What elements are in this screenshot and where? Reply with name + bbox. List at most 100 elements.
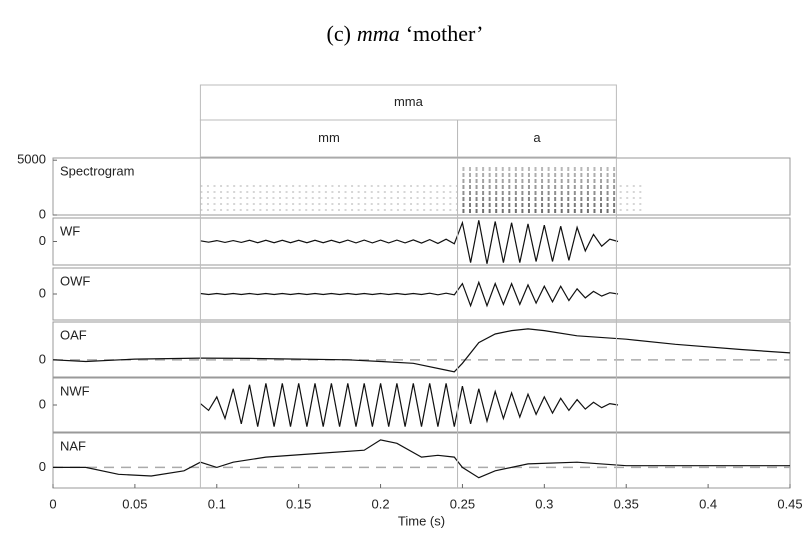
- spectrogram-texture: [482, 191, 485, 195]
- spectrogram-texture: [324, 191, 327, 193]
- panel-frame: [52, 217, 791, 266]
- spectrogram-texture: [311, 203, 314, 205]
- spectrogram-texture: [488, 179, 491, 183]
- spectrogram-texture: [206, 203, 209, 205]
- spectrogram-texture: [508, 173, 511, 177]
- spectrogram-texture: [331, 197, 334, 199]
- spectrogram-texture: [318, 209, 321, 211]
- spectrogram-texture: [429, 203, 432, 205]
- spectrogram-texture: [423, 197, 426, 199]
- spectrogram-texture: [462, 197, 465, 201]
- spectrogram-texture: [475, 203, 478, 207]
- spectrogram-texture: [272, 185, 275, 187]
- spectrogram-texture: [377, 197, 380, 199]
- spectrogram-texture: [593, 209, 596, 213]
- spectrogram-texture: [259, 209, 262, 211]
- spectrogram-texture: [632, 203, 635, 205]
- spectrogram-texture: [567, 191, 570, 195]
- spectrogram-texture: [527, 191, 530, 195]
- spectrogram-texture: [305, 203, 308, 205]
- spectrogram-texture: [586, 197, 589, 201]
- spectrogram-texture: [613, 173, 616, 177]
- spectrogram-texture: [429, 209, 432, 211]
- spectrogram-texture: [508, 209, 511, 213]
- spectrogram-texture: [377, 191, 380, 193]
- spectrogram-texture: [534, 191, 537, 195]
- spectrogram-texture: [279, 209, 282, 211]
- spectrogram-texture: [423, 185, 426, 187]
- spectrogram-texture: [541, 185, 544, 189]
- spectrogram-texture: [279, 185, 282, 187]
- spectrogram-texture: [252, 197, 255, 199]
- spectrogram-texture: [213, 197, 216, 199]
- spectrogram-texture: [573, 167, 576, 171]
- spectrogram-texture: [606, 209, 609, 213]
- spectrogram-texture: [527, 167, 530, 171]
- tier-label: a: [533, 130, 541, 145]
- spectrogram-texture: [639, 191, 642, 193]
- spectrogram-texture: [246, 191, 249, 193]
- spectrogram-texture: [613, 167, 616, 171]
- spectrogram-texture: [554, 209, 557, 213]
- spectrogram-texture: [593, 197, 596, 201]
- spectrogram-texture: [239, 203, 242, 205]
- y-tick-label: 0: [39, 233, 46, 248]
- spectrogram-texture: [501, 167, 504, 171]
- spectrogram-texture: [351, 185, 354, 187]
- spectrogram-texture: [455, 197, 458, 199]
- spectrogram-texture: [200, 209, 203, 211]
- spectrogram-texture: [364, 209, 367, 211]
- x-tick-label: 0.35: [614, 496, 639, 511]
- spectrogram-texture: [508, 185, 511, 189]
- spectrogram-texture: [560, 191, 563, 195]
- spectrogram-texture: [298, 209, 301, 211]
- spectrogram-texture: [213, 203, 216, 205]
- spectrogram-texture: [436, 197, 439, 199]
- spectrogram-texture: [331, 203, 334, 205]
- spectrogram-texture: [252, 209, 255, 211]
- spectrogram-texture: [318, 191, 321, 193]
- spectrogram-texture: [508, 167, 511, 171]
- spectrogram-texture: [639, 197, 642, 199]
- spectrogram-texture: [475, 197, 478, 201]
- spectrogram-texture: [259, 191, 262, 193]
- spectrogram-texture: [396, 191, 399, 193]
- spectrogram-texture: [220, 203, 223, 205]
- waveform: [53, 439, 790, 479]
- spectrogram-texture: [514, 209, 517, 213]
- spectrogram-texture: [567, 209, 570, 213]
- spectrogram-texture: [298, 197, 301, 199]
- spectrogram-texture: [226, 191, 229, 193]
- spectrogram-texture: [311, 197, 314, 199]
- spectrogram-texture: [554, 191, 557, 195]
- spectrogram-texture: [468, 191, 471, 195]
- spectrogram-texture: [449, 191, 452, 193]
- spectrogram-texture: [567, 203, 570, 207]
- spectrogram-texture: [357, 203, 360, 205]
- spectrogram-texture: [606, 167, 609, 171]
- y-tick-label: 0: [39, 459, 46, 474]
- spectrogram-texture: [593, 191, 596, 195]
- spectrogram-texture: [279, 197, 282, 199]
- spectrogram-texture: [600, 191, 603, 195]
- spectrogram-texture: [449, 203, 452, 205]
- spectrogram-texture: [285, 197, 288, 199]
- panel-frame: [52, 432, 791, 489]
- spectrogram-texture: [416, 203, 419, 205]
- spectrogram-texture: [206, 209, 209, 211]
- spectrogram-texture: [311, 191, 314, 193]
- spectrogram-texture: [547, 179, 550, 183]
- spectrogram-texture: [613, 209, 616, 213]
- spectrogram-texture: [541, 167, 544, 171]
- spectrogram-texture: [514, 179, 517, 183]
- spectrogram-texture: [344, 203, 347, 205]
- spectrogram-texture: [475, 179, 478, 183]
- spectrogram-texture: [377, 185, 380, 187]
- spectrogram-texture: [606, 173, 609, 177]
- spectrogram-texture: [344, 191, 347, 193]
- spectrogram-texture: [508, 203, 511, 207]
- spectrogram-texture: [436, 185, 439, 187]
- spectrogram-texture: [370, 203, 373, 205]
- spectrogram-texture: [200, 185, 203, 187]
- spectrogram-texture: [252, 185, 255, 187]
